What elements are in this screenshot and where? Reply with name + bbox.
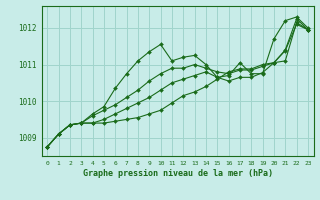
X-axis label: Graphe pression niveau de la mer (hPa): Graphe pression niveau de la mer (hPa) xyxy=(83,169,273,178)
